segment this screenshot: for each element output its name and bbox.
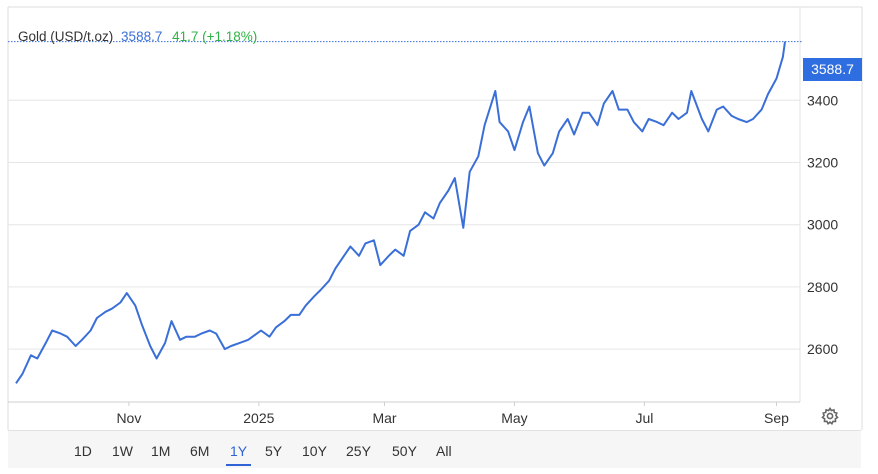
range-button-5y[interactable]: 5Y [265, 443, 283, 459]
gold-price-series-line [15, 41, 786, 384]
x-tick-label: May [501, 410, 527, 426]
range-button-50y[interactable]: 50Y [392, 443, 417, 459]
y-tick-label: 3400 [807, 92, 838, 108]
x-tick-label: Jul [635, 410, 653, 426]
range-button-all[interactable]: All [436, 443, 452, 459]
x-tick-label: Nov [116, 410, 141, 426]
range-button-6m[interactable]: 6M [190, 443, 210, 459]
x-tick-label: Sep [764, 410, 789, 426]
range-button-10y[interactable]: 10Y [302, 443, 327, 459]
y-tick-label: 2800 [807, 279, 838, 295]
range-button-25y[interactable]: 25Y [346, 443, 371, 459]
x-tick-label: 2025 [243, 410, 274, 426]
header-change: 41.7 (+1.18%) [172, 29, 258, 44]
range-selector: 1D 1W 1M 6M 1Y 5Y 10Y 25Y 50Y All [8, 430, 861, 468]
header-price: 3588.7 [121, 29, 163, 44]
gear-icon[interactable] [820, 406, 840, 426]
range-button-1y[interactable]: 1Y [225, 431, 252, 468]
y-tick-label: 2600 [807, 341, 838, 357]
x-tick-label: Mar [372, 410, 396, 426]
y-tick-label: 3000 [807, 217, 838, 233]
range-button-1d[interactable]: 1D [74, 443, 92, 459]
last-price-tag: 3588.7 [803, 58, 862, 81]
chart-header: Gold (USD/t.oz) 3588.7 41.7 (+1.18%) [18, 29, 257, 44]
instrument-name: Gold (USD/t.oz) [18, 29, 114, 44]
range-button-1w[interactable]: 1W [112, 443, 133, 459]
y-tick-label: 3200 [807, 155, 838, 171]
range-button-1m[interactable]: 1M [151, 443, 171, 459]
